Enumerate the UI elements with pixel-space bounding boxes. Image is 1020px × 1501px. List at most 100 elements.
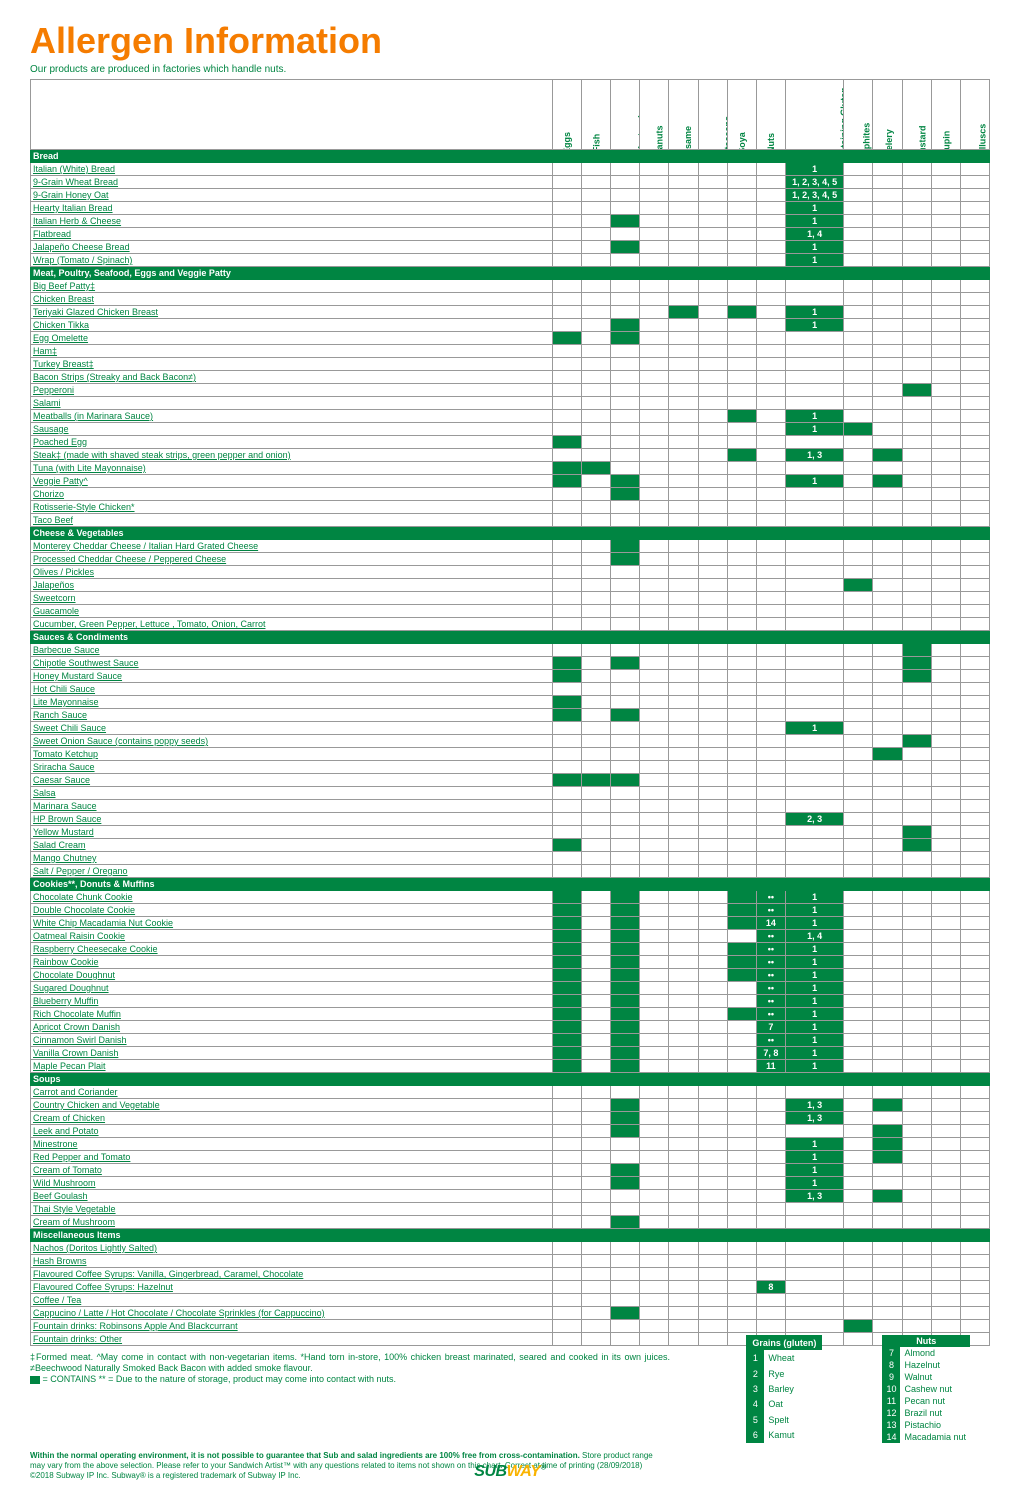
allergen-cell	[960, 995, 989, 1008]
allergen-cell	[582, 917, 611, 930]
allergen-cell	[756, 774, 785, 787]
allergen-cell	[640, 1021, 669, 1034]
allergen-cell	[698, 423, 727, 436]
allergen-cell	[785, 748, 843, 761]
allergen-cell	[756, 1190, 785, 1203]
allergen-cell	[640, 592, 669, 605]
allergen-cell	[669, 306, 698, 319]
allergen-cell: 1	[785, 1177, 843, 1190]
allergen-cell	[756, 176, 785, 189]
allergen-cell	[902, 202, 931, 215]
allergen-cell	[960, 566, 989, 579]
allergen-cell: 1, 3	[785, 1099, 843, 1112]
allergen-cell	[640, 748, 669, 761]
allergen-cell	[902, 1099, 931, 1112]
allergen-cell	[640, 176, 669, 189]
allergen-cell	[698, 969, 727, 982]
allergen-cell	[902, 1307, 931, 1320]
allergen-cell	[669, 748, 698, 761]
allergen-cell	[552, 904, 581, 917]
allergen-cell	[756, 1099, 785, 1112]
section-header: Cookies**, Donuts & Muffins	[31, 878, 990, 891]
allergen-cell	[698, 501, 727, 514]
allergen-cell	[611, 579, 640, 592]
allergen-cell	[756, 280, 785, 293]
allergen-cell	[931, 1203, 960, 1216]
allergen-cell: 1	[785, 982, 843, 995]
allergen-cell	[902, 592, 931, 605]
allergen-cell	[552, 410, 581, 423]
item-name: Oatmeal Raisin Cookie	[31, 930, 553, 943]
item-name: Cinnamon Swirl Danish	[31, 1034, 553, 1047]
allergen-cell	[640, 722, 669, 735]
allergen-cell	[902, 345, 931, 358]
allergen-cell	[960, 748, 989, 761]
allergen-cell	[902, 566, 931, 579]
allergen-cell	[902, 1203, 931, 1216]
allergen-cell	[785, 501, 843, 514]
allergen-cell	[698, 826, 727, 839]
allergen-cell	[931, 800, 960, 813]
allergen-cell	[611, 293, 640, 306]
legend-num: 10	[882, 1383, 900, 1395]
allergen-cell	[902, 956, 931, 969]
allergen-cell	[902, 1008, 931, 1021]
allergen-cell	[669, 1008, 698, 1021]
allergen-cell	[698, 605, 727, 618]
allergen-cell	[669, 241, 698, 254]
allergen-cell	[873, 839, 902, 852]
allergen-cell	[669, 657, 698, 670]
allergen-cell	[931, 475, 960, 488]
allergen-cell	[873, 189, 902, 202]
allergen-cell	[552, 657, 581, 670]
allergen-cell	[785, 787, 843, 800]
allergen-cell	[873, 683, 902, 696]
allergen-cell	[902, 1138, 931, 1151]
allergen-cell	[669, 579, 698, 592]
allergen-cell	[727, 1112, 756, 1125]
allergen-cell	[756, 865, 785, 878]
allergen-cell	[756, 488, 785, 501]
allergen-cell	[552, 566, 581, 579]
allergen-cell	[960, 176, 989, 189]
allergen-cell	[582, 852, 611, 865]
col-lupin: Lupin	[931, 80, 960, 150]
allergen-cell	[727, 722, 756, 735]
allergen-cell	[844, 982, 873, 995]
allergen-cell	[611, 423, 640, 436]
allergen-cell	[640, 1138, 669, 1151]
item-name: Sriracha Sauce	[31, 761, 553, 774]
allergen-cell: 1	[785, 917, 843, 930]
allergen-cell	[611, 319, 640, 332]
allergen-cell	[727, 644, 756, 657]
allergen-cell	[669, 189, 698, 202]
allergen-cell	[582, 709, 611, 722]
allergen-cell	[640, 319, 669, 332]
allergen-cell	[611, 566, 640, 579]
allergen-cell	[902, 384, 931, 397]
allergen-cell	[669, 553, 698, 566]
allergen-cell	[698, 735, 727, 748]
allergen-cell	[611, 1203, 640, 1216]
allergen-cell	[873, 514, 902, 527]
allergen-cell	[873, 644, 902, 657]
allergen-cell	[582, 618, 611, 631]
allergen-cell: 1	[785, 1164, 843, 1177]
allergen-cell	[873, 553, 902, 566]
legend-num: 5	[746, 1412, 764, 1427]
allergen-cell	[902, 813, 931, 826]
allergen-cell	[931, 163, 960, 176]
allergen-cell: 1	[785, 1047, 843, 1060]
allergen-cell	[611, 865, 640, 878]
allergen-cell	[960, 488, 989, 501]
allergen-cell	[669, 1034, 698, 1047]
allergen-cell	[611, 514, 640, 527]
allergen-cell	[844, 176, 873, 189]
allergen-cell	[931, 462, 960, 475]
allergen-cell	[698, 800, 727, 813]
allergen-cell	[756, 241, 785, 254]
allergen-cell	[785, 436, 843, 449]
allergen-cell	[931, 1060, 960, 1073]
allergen-cell	[640, 410, 669, 423]
allergen-cell	[785, 1203, 843, 1216]
